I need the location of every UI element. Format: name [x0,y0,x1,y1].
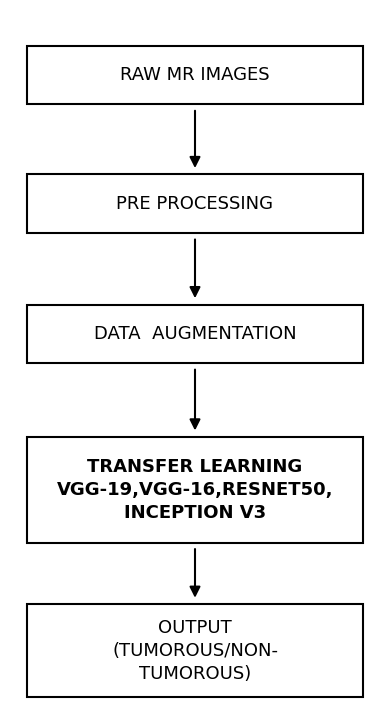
Text: RAW MR IMAGES: RAW MR IMAGES [120,66,270,84]
Text: PRE PROCESSING: PRE PROCESSING [117,194,273,213]
FancyBboxPatch shape [27,305,363,363]
FancyBboxPatch shape [27,46,363,104]
Text: OUTPUT
(TUMOROUS/NON-
TUMOROUS): OUTPUT (TUMOROUS/NON- TUMOROUS) [112,618,278,683]
FancyBboxPatch shape [27,437,363,543]
Text: TRANSFER LEARNING
VGG-19,VGG-16,RESNET50,
INCEPTION V3: TRANSFER LEARNING VGG-19,VGG-16,RESNET50… [57,458,333,522]
Text: DATA  AUGMENTATION: DATA AUGMENTATION [94,325,296,343]
FancyBboxPatch shape [27,604,363,697]
FancyBboxPatch shape [27,174,363,233]
